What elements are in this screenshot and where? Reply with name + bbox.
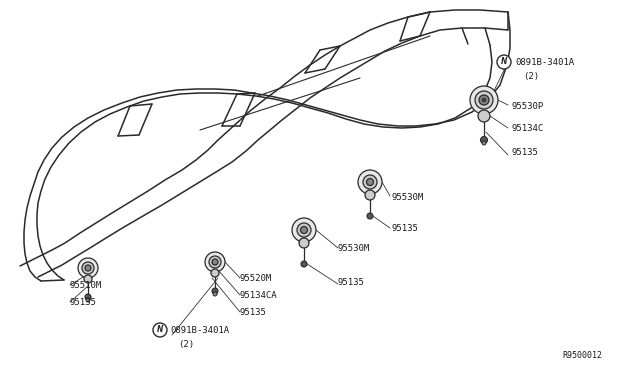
Text: 95530M: 95530M xyxy=(338,244,371,253)
Circle shape xyxy=(78,258,98,278)
Text: R9500012: R9500012 xyxy=(562,351,602,360)
Circle shape xyxy=(209,256,221,268)
Text: N: N xyxy=(157,326,163,334)
Text: 95530P: 95530P xyxy=(511,102,543,111)
Circle shape xyxy=(205,252,225,272)
Circle shape xyxy=(213,292,217,296)
Circle shape xyxy=(85,265,91,271)
Text: 95135: 95135 xyxy=(240,308,267,317)
Circle shape xyxy=(211,269,219,277)
Circle shape xyxy=(85,294,91,300)
Text: 95135: 95135 xyxy=(338,278,365,287)
Text: 95135: 95135 xyxy=(70,298,97,307)
Circle shape xyxy=(153,323,167,337)
Text: 95530M: 95530M xyxy=(392,193,424,202)
Circle shape xyxy=(299,238,309,248)
Text: 0891B-3401A: 0891B-3401A xyxy=(170,326,229,335)
Text: 95510M: 95510M xyxy=(70,281,102,290)
Text: (2): (2) xyxy=(523,72,539,81)
Circle shape xyxy=(86,298,90,302)
Text: 0891B-3401A: 0891B-3401A xyxy=(515,58,574,67)
Circle shape xyxy=(367,213,373,219)
Text: 95134C: 95134C xyxy=(511,124,543,133)
Circle shape xyxy=(297,223,311,237)
Circle shape xyxy=(470,86,498,114)
Circle shape xyxy=(482,98,486,102)
Circle shape xyxy=(212,288,218,294)
Circle shape xyxy=(363,175,377,189)
Text: (2): (2) xyxy=(178,340,194,349)
Text: 95134CA: 95134CA xyxy=(240,291,278,300)
Circle shape xyxy=(292,218,316,242)
Text: 95520M: 95520M xyxy=(240,274,272,283)
Text: 95135: 95135 xyxy=(392,224,419,233)
Circle shape xyxy=(481,137,488,144)
Circle shape xyxy=(497,55,511,69)
Circle shape xyxy=(82,262,94,274)
Circle shape xyxy=(367,179,374,186)
Circle shape xyxy=(482,141,486,145)
Text: 95135: 95135 xyxy=(511,148,538,157)
Circle shape xyxy=(84,275,92,283)
Circle shape xyxy=(479,95,489,105)
Circle shape xyxy=(301,261,307,267)
Circle shape xyxy=(358,170,382,194)
Circle shape xyxy=(212,259,218,265)
Text: N: N xyxy=(501,58,507,67)
Circle shape xyxy=(475,91,493,109)
Circle shape xyxy=(301,227,307,234)
Circle shape xyxy=(365,190,375,200)
Circle shape xyxy=(478,110,490,122)
